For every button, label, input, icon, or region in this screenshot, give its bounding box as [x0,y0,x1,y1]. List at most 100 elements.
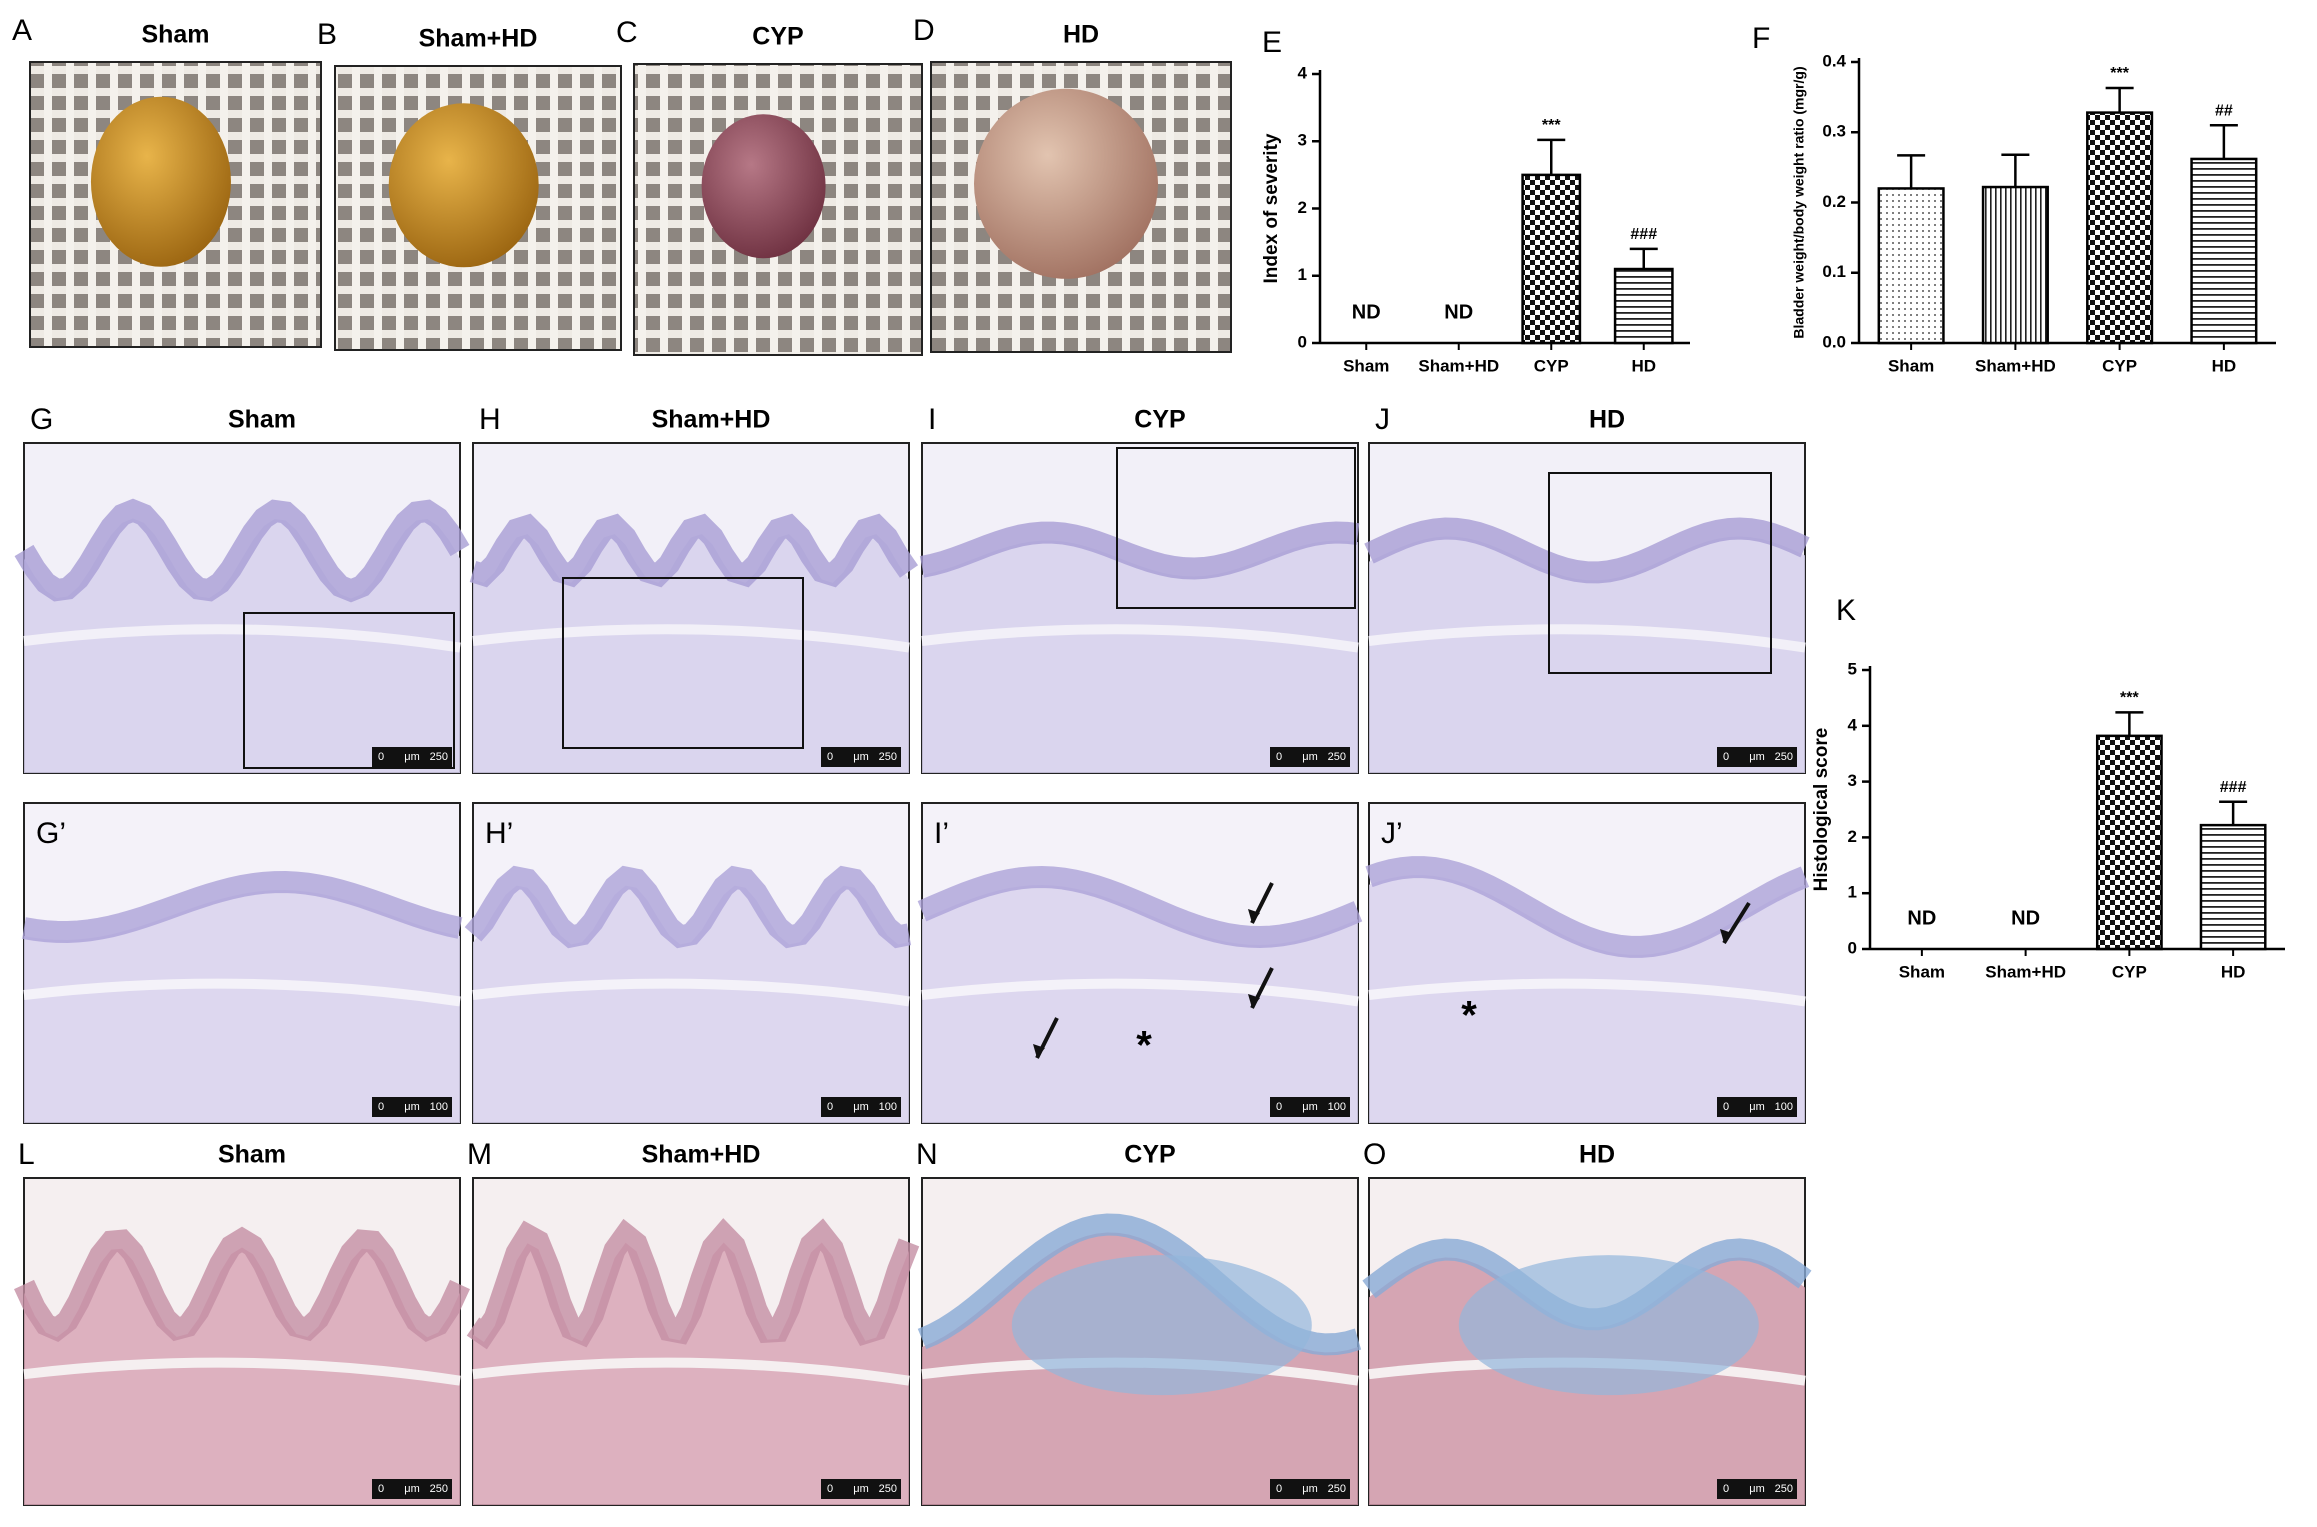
scale-label: 250 [1328,751,1346,763]
scale-label: 100 [1775,1101,1793,1113]
x-tick-label: Sham [1888,356,1934,375]
scale-label: 0 [1723,751,1729,763]
panel-title: CYP [1134,406,1185,434]
tissue [473,534,909,773]
scale-bar-box [821,1479,901,1499]
y-tick-label: 5 [1848,659,1857,678]
collagen [1458,1255,1759,1396]
scale-label: μm [853,1483,869,1495]
scale-label: 250 [879,1483,897,1495]
lumen-gap [23,1357,461,1386]
scale-bar: 0 μm 250 [372,747,452,767]
scale-bar: 0 μm 250 [821,1479,901,1499]
significance: ## [2215,102,2233,119]
error-bar [1629,247,1658,270]
scale-bar-box [372,1097,452,1117]
scale-label: μm [853,751,869,763]
scale-label: 0 [378,751,384,763]
scale-label: 0 [1723,1101,1729,1113]
scale-bar-box [1717,747,1797,767]
scale-label: μm [1302,1483,1318,1495]
scale-label: 0 [378,1101,384,1113]
scale-label: 250 [1328,1483,1346,1495]
error-bar [2209,123,2238,159]
value-label: ND [2011,907,2040,929]
y-tick-label: 1 [1848,883,1857,902]
error-bar [2001,153,2030,188]
error-bar [2105,86,2134,113]
scale-label: 250 [1775,1483,1793,1495]
scale-bar-box [1270,1097,1350,1117]
x-tick-label: Sham+HD [1418,356,1499,375]
panel-title: HD [1063,21,1099,49]
inset-box [243,612,455,769]
significance: ### [2220,779,2247,796]
bladder [90,96,231,267]
epithelium [14,498,470,603]
x-tick-label: Sham+HD [1975,356,2056,375]
scale-bar: 0 μm 250 [1270,747,1350,767]
scale-bar: 0 μm 250 [1717,1479,1797,1499]
bar [1521,173,1582,345]
lumen-gap [23,978,461,1007]
lumen-gap [23,624,461,653]
bar [1877,187,1945,345]
bladder [701,114,826,259]
x-tick-label: CYP [1534,356,1569,375]
arrow-head [1248,994,1260,1008]
epithelium [1364,517,1810,584]
scale-label: 0 [827,751,833,763]
tissue [1369,875,1805,1123]
scale-label: μm [404,1483,420,1495]
scale-bar-box [821,747,901,767]
scale-label: μm [1749,751,1765,763]
tissue [922,540,1358,773]
x-tick-label: Sham [1343,356,1389,375]
panel-title: Sham [228,406,296,434]
y-tick-label: 1 [1298,265,1307,284]
panel-letter: G’ [36,817,66,850]
scale-label: 250 [879,751,897,763]
epithelium [919,521,1360,580]
scale-label: μm [404,751,420,763]
scale-label: 100 [1328,1101,1346,1113]
scale-label: 100 [430,1101,448,1113]
inset-box [1548,472,1772,674]
panel-letter: I’ [934,817,949,850]
scale-label: μm [853,1101,869,1113]
tissue [24,1247,460,1505]
scale-label: 100 [879,1101,897,1113]
panel-letter: C [616,16,638,49]
scale-label: 0 [378,1483,384,1495]
bar [2086,111,2154,345]
bar [1613,267,1674,345]
bladder [388,103,539,268]
scale-label: 250 [1775,751,1793,763]
error-bar [1537,138,1566,175]
scale-bar: 0 μm 100 [1270,1097,1350,1117]
panel-title: CYP [1124,1141,1175,1169]
tissue [24,518,460,773]
arrow-head [1033,1044,1045,1058]
y-tick-label: 2 [1848,827,1857,846]
x-tick-label: HD [1631,356,1656,375]
lumen-gap [472,624,910,653]
arrow-head [1720,929,1732,943]
y-tick-label: 3 [1298,131,1307,150]
scale-bar: 0 μm 250 [821,747,901,767]
panel-letter: N [916,1138,938,1171]
y-tick-label: 0.0 [1822,332,1846,351]
scale-bar-box [1270,747,1350,767]
bar [2095,734,2163,951]
y-tick-label: 0.2 [1822,192,1846,211]
bar [1981,185,2049,345]
x-tick-label: CYP [2112,962,2147,981]
scale-label: μm [1749,1101,1765,1113]
value-label: ND [1352,301,1381,323]
epithelium [469,513,919,588]
value-label: ND [1907,907,1936,929]
annotation: * [1136,1024,1152,1068]
scale-bar: 0 μm 100 [821,1097,901,1117]
value-label: ND [1444,301,1473,323]
y-tick-label: 0.3 [1822,122,1846,141]
